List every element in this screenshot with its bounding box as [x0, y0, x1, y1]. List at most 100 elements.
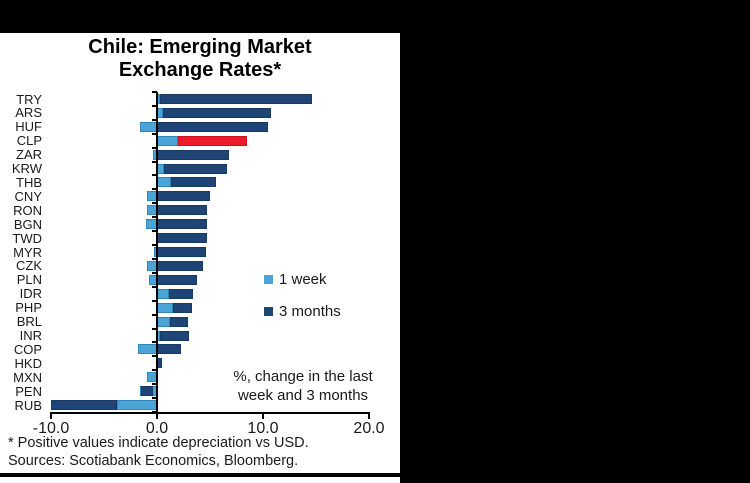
bottom-border-rule: [0, 473, 400, 477]
bar-segment-ron: [157, 205, 208, 216]
x-tick-label-20.0: 20.0: [353, 419, 385, 437]
category-label-twd: TWD: [12, 230, 42, 246]
category-tick: [152, 118, 157, 121]
bar-segment-idr: [157, 288, 169, 299]
category-label-huf: HUF: [15, 119, 42, 135]
bar-segment-thb: [157, 177, 171, 188]
chart-panel: Chile: Emerging Market Exchange Rates* T…: [0, 33, 400, 483]
plot-area: TRY ARS HUF CLP ZAR KRW THB CNY RON BGN TWD MYR CZK P…: [0, 33, 400, 483]
category-label-try: TRY: [16, 91, 42, 107]
legend-label-1-week: 1 week: [279, 270, 327, 288]
bar-segment-try: [160, 94, 313, 104]
category-label-cop: COP: [13, 341, 42, 357]
x-tick-label-10.0: 10.0: [247, 419, 279, 437]
category-label-zar: ZAR: [16, 147, 42, 163]
bar-segment-brl: [157, 316, 171, 327]
footnote-depreciation: * Positive values indicate depreciation …: [8, 435, 309, 451]
category-tick: [152, 174, 157, 177]
category-tick: [152, 327, 157, 330]
bar-segment-ars: [162, 107, 272, 118]
category-label-cny: CNY: [14, 188, 42, 204]
bar-segment-rub: [117, 400, 157, 411]
category-tick: [152, 271, 157, 274]
bar-segment-krw: [157, 163, 164, 174]
bar-segment-bgn: [157, 219, 208, 230]
bar-segment-clp: [178, 135, 248, 146]
bar-segment-krw: [163, 163, 227, 174]
category-label-hkd: HKD: [14, 355, 42, 371]
category-label-inr: INR: [19, 328, 42, 344]
category-tick: [152, 202, 157, 205]
bar-segment-idr: [168, 288, 194, 299]
x-axis-tick: [262, 411, 264, 419]
category-label-php: PHP: [15, 300, 42, 316]
bar-segment-brl: [170, 316, 188, 327]
category-tick: [152, 355, 157, 358]
bar-segment-php: [157, 302, 173, 313]
bar-segment-huf: [140, 121, 157, 132]
category-tick: [152, 397, 157, 400]
bar-segment-pen: [141, 386, 154, 397]
bar-segment-pln: [157, 274, 197, 285]
x-axis-tick: [156, 411, 158, 419]
category-label-bgn: BGN: [13, 216, 42, 232]
x-axis-line: [50, 411, 370, 414]
category-tick: [152, 132, 157, 135]
bar-segment-thb: [170, 177, 217, 188]
chart-title: Chile: Emerging Market Exchange Rates*: [0, 36, 400, 82]
category-label-pln: PLN: [16, 272, 42, 288]
axis-units-note: %, change in the last week and 3 months: [187, 367, 419, 405]
category-label-mxn: MXN: [13, 369, 42, 385]
bar-segment-cop: [157, 344, 182, 355]
bar-segment-rub: [51, 400, 118, 411]
category-tick: [152, 285, 157, 288]
category-tick: [152, 299, 157, 302]
category-label-brl: BRL: [16, 314, 42, 330]
category-tick: [152, 146, 157, 149]
bar-segment-php: [172, 302, 192, 313]
legend-swatch-1-week: [264, 274, 273, 284]
category-label-czk: CZK: [16, 258, 42, 274]
category-tick: [152, 188, 157, 191]
category-tick: [152, 257, 157, 260]
legend-item-3-months: 3 months: [264, 302, 341, 320]
legend-item-1-week: 1 week: [264, 270, 327, 288]
category-label-thb: THB: [16, 174, 42, 190]
category-tick: [152, 91, 157, 93]
axis-units-note-line2: week and 3 months: [237, 387, 369, 404]
category-tick: [152, 244, 157, 247]
chart-title-line1: Chile: Emerging Market: [88, 36, 312, 58]
footnote-sources: Sources: Scotiabank Economics, Bloomberg…: [8, 453, 299, 469]
category-tick: [152, 160, 157, 163]
chart-title-line2: Exchange Rates*: [118, 59, 282, 81]
category-label-ars: ARS: [15, 105, 42, 121]
category-tick: [152, 313, 157, 316]
category-label-clp: CLP: [16, 133, 42, 149]
category-tick: [152, 369, 157, 372]
bar-segment-myr: [157, 247, 206, 258]
legend-label-3-months: 3 months: [279, 302, 341, 320]
x-axis-tick: [368, 411, 370, 419]
legend-swatch-3-months: [264, 306, 273, 316]
category-tick: [152, 383, 157, 386]
x-tick-label--10.0: -10.0: [32, 419, 70, 437]
bar-segment-czk: [157, 260, 203, 271]
bar-segment-inr: [160, 330, 189, 341]
axis-units-note-line1: %, change in the last: [233, 368, 373, 385]
category-label-rub: RUB: [14, 397, 42, 413]
bar-segment-zar: [157, 149, 230, 160]
x-axis-tick: [50, 411, 52, 419]
category-tick: [152, 341, 157, 344]
zero-axis-line: [156, 92, 158, 414]
category-label-pen: PEN: [15, 383, 42, 399]
category-label-idr: IDR: [19, 286, 42, 302]
category-label-myr: MYR: [13, 244, 42, 260]
category-tick: [152, 104, 157, 107]
category-label-krw: KRW: [11, 161, 42, 177]
x-tick-label-0.0: 0.0: [145, 419, 169, 437]
bar-segment-clp: [157, 135, 179, 146]
category-label-ron: RON: [13, 202, 42, 218]
category-tick: [152, 216, 157, 219]
category-tick: [152, 230, 157, 233]
